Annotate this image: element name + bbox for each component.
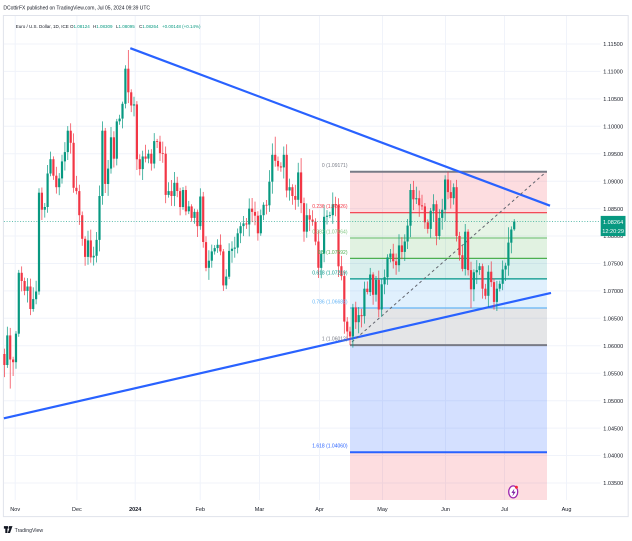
- svg-text:L1.08095: L1.08095: [116, 24, 135, 29]
- svg-text:0.5 (1.07592): 0.5 (1.07592): [318, 250, 348, 256]
- svg-text:1.03500: 1.03500: [603, 481, 623, 487]
- svg-text:1.618 (1.04060): 1.618 (1.04060): [312, 444, 348, 450]
- svg-text:1.10000: 1.10000: [603, 125, 623, 131]
- svg-text:Jun: Jun: [441, 507, 450, 513]
- svg-text:1.09000: 1.09000: [603, 179, 623, 185]
- svg-text:Nov: Nov: [10, 507, 20, 513]
- svg-text:0.618 (1.07219): 0.618 (1.07219): [312, 270, 348, 276]
- svg-text:1 (1.06012): 1 (1.06012): [322, 337, 348, 343]
- svg-text:Dec: Dec: [72, 507, 82, 513]
- svg-text:+0.00148 (+0.14%): +0.00148 (+0.14%): [162, 24, 201, 29]
- svg-text:C1.08264: C1.08264: [139, 24, 159, 29]
- svg-text:2024: 2024: [129, 507, 142, 513]
- svg-text:H1.08309: H1.08309: [93, 24, 113, 29]
- svg-text:Aug: Aug: [562, 507, 572, 513]
- svg-text:1.10500: 1.10500: [603, 97, 623, 103]
- svg-text:0 (1.09171): 0 (1.09171): [322, 163, 348, 169]
- svg-text:0.382 (1.07964): 0.382 (1.07964): [312, 229, 348, 235]
- svg-text:1.04500: 1.04500: [603, 426, 623, 432]
- svg-text:1.07500: 1.07500: [603, 262, 623, 268]
- svg-text:1.06000: 1.06000: [603, 344, 623, 350]
- svg-text:Euro / U.S. Dollar, 1D, ICE: Euro / U.S. Dollar, 1D, ICE: [16, 24, 69, 29]
- svg-text:1.06500: 1.06500: [603, 317, 623, 323]
- svg-text:O1.08124: O1.08124: [70, 24, 90, 29]
- svg-text:1.08500: 1.08500: [603, 207, 623, 213]
- svg-text:12:20:29: 12:20:29: [602, 229, 624, 235]
- svg-text:1.08264: 1.08264: [603, 220, 623, 226]
- svg-text:1.11500: 1.11500: [603, 42, 622, 48]
- svg-text:1.08000: 1.08000: [603, 234, 623, 240]
- svg-text:0.786 (1.06688): 0.786 (1.06688): [312, 299, 348, 305]
- svg-text:May: May: [377, 507, 388, 513]
- svg-text:Apr: Apr: [315, 507, 324, 513]
- svg-text:1.07000: 1.07000: [603, 289, 623, 295]
- svg-text:1.04000: 1.04000: [603, 454, 623, 460]
- svg-text:1.05500: 1.05500: [603, 371, 623, 377]
- svg-text:Mar: Mar: [255, 507, 265, 513]
- svg-text:Feb: Feb: [195, 507, 204, 513]
- svg-text:0.236 (1.08426): 0.236 (1.08426): [312, 204, 348, 210]
- svg-text:1.09500: 1.09500: [603, 152, 623, 158]
- svg-text:1.11000: 1.11000: [603, 70, 622, 76]
- svg-text:TradingView: TradingView: [15, 528, 44, 534]
- svg-text:DCottirFX published on Trading: DCottirFX published on TradingView.com, …: [3, 5, 150, 11]
- svg-text:Jul: Jul: [501, 507, 508, 513]
- svg-text:1.05000: 1.05000: [603, 399, 623, 405]
